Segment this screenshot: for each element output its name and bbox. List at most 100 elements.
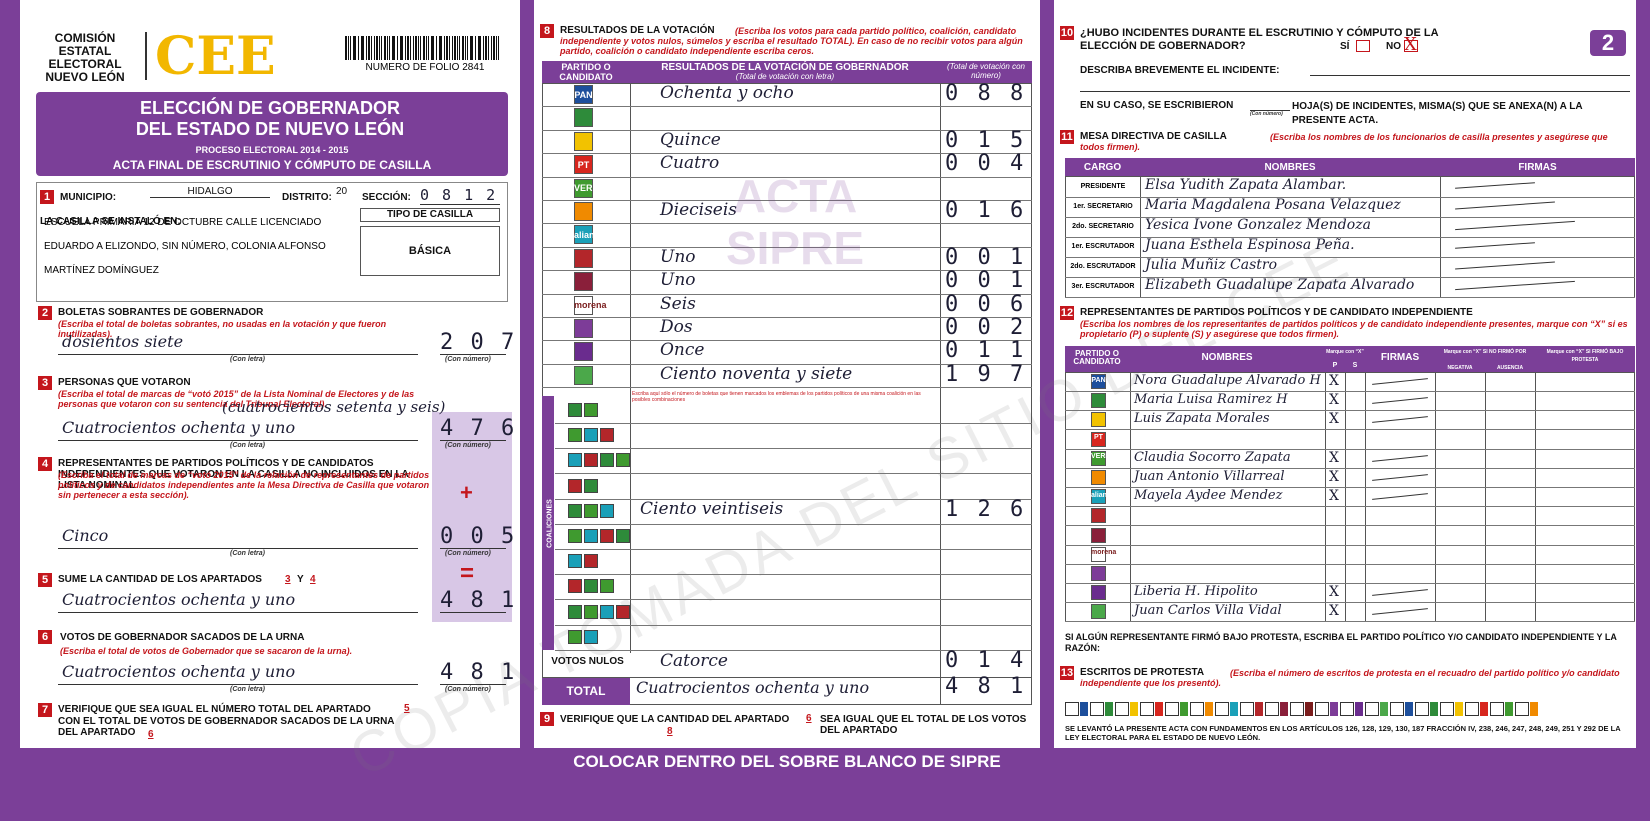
barcode-bar: [355, 36, 357, 60]
row-line: [542, 317, 1032, 318]
row-line: [555, 624, 1032, 626]
handwritten-mark: X: [1329, 449, 1339, 466]
symbol: +: [460, 480, 473, 505]
row-line: [555, 574, 1032, 576]
party-logo: [1091, 527, 1106, 543]
party-logo: [1091, 374, 1106, 389]
coalition-logo: [584, 453, 598, 468]
party-logo: [1091, 431, 1106, 447]
cargo: 2do. SECRETARIO: [1072, 223, 1134, 230]
column-header: S: [1352, 362, 1358, 369]
handwritten: Catorce: [660, 651, 728, 671]
row-line: [555, 423, 1032, 424]
protest-box: [1190, 702, 1204, 716]
barcode-bar: [386, 36, 388, 60]
party-name: PAN: [1091, 376, 1106, 384]
handwritten: Cuatrocientos ochenta y uno: [62, 590, 296, 609]
table-header: [542, 61, 1032, 83]
column-line: [1130, 372, 1131, 622]
party-logo: [574, 365, 593, 385]
label: DESCRIBA BREVEMENTE EL INCIDENTE:: [1080, 65, 1280, 76]
protest-logo: [1080, 702, 1088, 716]
barcode-bar: [443, 36, 445, 60]
label: SI ALGÚN REPRESENTANTE FIRMÓ BAJO PROTES…: [1065, 632, 1617, 653]
line: [1310, 75, 1630, 76]
barcode-bar: [495, 36, 497, 60]
cargo: 2do. ESCRUTADOR: [1070, 263, 1136, 270]
table: [542, 83, 1032, 705]
ref: 8: [667, 726, 673, 737]
protest-box: [1115, 702, 1129, 716]
handwritten: Maria Magdalena Posana Velazquez: [1145, 197, 1401, 213]
handwritten: Once: [660, 340, 705, 361]
coalition-logo: [584, 554, 598, 569]
barcode-bar: [490, 36, 492, 60]
barcode-bar: [433, 36, 435, 60]
party-name: PT: [1094, 434, 1103, 442]
barcode-bar: [498, 36, 500, 60]
coalition-logo: [616, 604, 630, 619]
column-line: [1485, 372, 1486, 622]
protest-box: [1265, 702, 1279, 716]
protest-box: [1315, 702, 1329, 716]
party-logo: [574, 108, 593, 128]
section-number: 5: [38, 573, 52, 587]
caption: (Con número): [445, 356, 491, 363]
divider: [145, 32, 147, 80]
row-line: [1065, 506, 1635, 508]
party-name: PT: [577, 159, 590, 170]
note: (Escriba el número de escritos de protes…: [1080, 668, 1620, 688]
process: PROCESO ELECTORAL 2014 - 2015: [195, 145, 349, 155]
coalition-logo: [600, 453, 614, 468]
subtitle: ACTA FINAL DE ESCRUTINIO Y CÓMPUTO DE CA…: [112, 158, 432, 172]
row-line: [1065, 544, 1635, 546]
field-box: [360, 208, 500, 222]
barcode-bar: [456, 36, 458, 60]
protest-box: [1215, 702, 1229, 716]
coalition-logo: [584, 529, 598, 543]
column-line: [1535, 372, 1536, 622]
barcode-bar: [399, 36, 402, 60]
column-header: NOMBRES: [1264, 162, 1316, 173]
row-line: [542, 223, 1032, 225]
coalition-logo: [584, 428, 598, 443]
protest-logo: [1405, 702, 1413, 716]
barcode-bar: [454, 36, 457, 60]
protest-box: [1065, 702, 1079, 716]
barcode-bar: [391, 36, 394, 60]
handwritten: Claudia Socorro Zapata: [1134, 449, 1291, 465]
barcode-bar: [464, 36, 466, 60]
row-line: [555, 523, 1032, 525]
column-header: FIRMAS: [1380, 352, 1420, 363]
row-line: [555, 599, 1032, 601]
label: VERIFIQUE QUE SEA IGUAL EL NÚMERO TOTAL …: [58, 704, 371, 715]
handwritten-number: 0 1 6: [945, 198, 1027, 223]
handwritten-number: 0 0 5: [440, 524, 517, 549]
coalition-logo: [616, 529, 630, 543]
row-line: [1065, 277, 1635, 278]
handwritten: Juan Antonio Villarreal: [1134, 469, 1285, 484]
label: PERSONAS QUE VOTARON: [58, 377, 191, 388]
handwritten-mark: X: [1404, 34, 1417, 55]
line: [440, 612, 506, 613]
border: [520, 0, 534, 821]
barcode-bar: [488, 36, 489, 60]
row-line: [1065, 487, 1635, 488]
row-line: [542, 153, 1032, 155]
line: [440, 354, 506, 355]
barcode-bar: [381, 36, 383, 60]
barcode-bar: [430, 36, 433, 60]
protest-logo: [1255, 702, 1263, 716]
coalition-logo: [616, 453, 630, 468]
line: [1250, 110, 1290, 111]
protest-box: [1290, 702, 1304, 716]
label: EN SU CASO, SE ESCRIBIERON: [1080, 100, 1234, 111]
protest-logo: [1230, 702, 1238, 716]
barcode-bar: [480, 36, 482, 60]
barcode-bar: [417, 36, 419, 60]
coalition-logo: [600, 579, 614, 594]
field: HIDALGO: [150, 186, 270, 198]
party-name: morena: [574, 300, 607, 311]
coalition-logo: [600, 503, 614, 518]
note: Escriba aquí sólo el número de boletas q…: [632, 391, 921, 403]
